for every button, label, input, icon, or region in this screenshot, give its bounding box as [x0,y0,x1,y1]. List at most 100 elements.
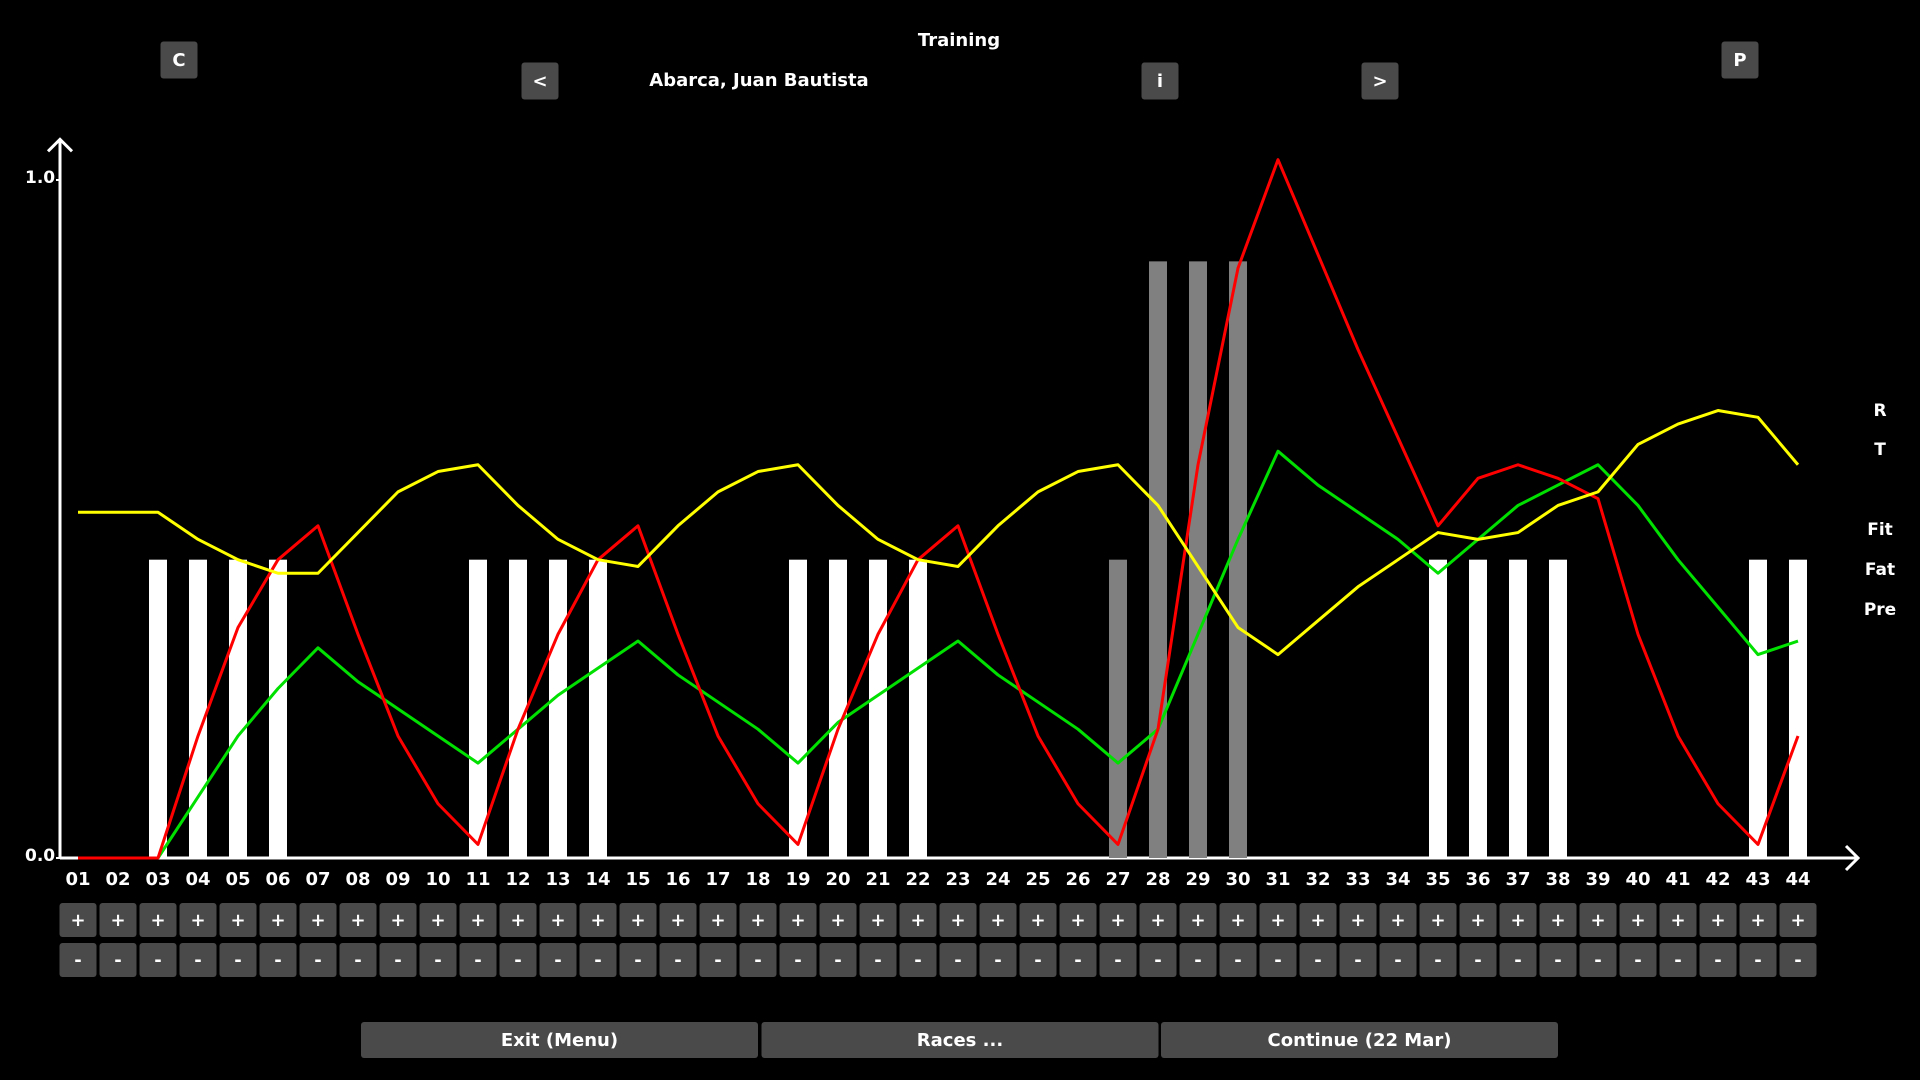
decrease-button-label[interactable]: - [274,950,281,971]
increase-button[interactable]: + [819,903,857,937]
increase-button[interactable]: + [1019,903,1057,937]
increase-button[interactable]: + [99,903,137,937]
increase-button-bg[interactable] [339,903,377,937]
increase-button-label[interactable]: + [1350,910,1365,931]
increase-button[interactable]: + [1299,903,1337,937]
increase-button-label[interactable]: + [1190,910,1205,931]
decrease-button-bg[interactable] [1779,943,1817,977]
decrease-button-label[interactable]: - [874,950,881,971]
increase-button-label[interactable]: + [550,910,565,931]
header-button-label[interactable]: C [172,50,185,71]
increase-button[interactable]: + [859,903,897,937]
increase-button[interactable]: + [1139,903,1177,937]
decrease-button[interactable]: - [259,943,297,977]
decrease-button[interactable]: - [779,943,817,977]
increase-button-label[interactable]: + [750,910,765,931]
decrease-button-label[interactable]: - [1314,950,1321,971]
increase-button-label[interactable]: + [670,910,685,931]
increase-button[interactable]: + [139,903,177,937]
decrease-button-label[interactable]: - [474,950,481,971]
decrease-button-bg[interactable] [1619,943,1657,977]
decrease-button-label[interactable]: - [1754,950,1761,971]
increase-button-bg[interactable] [219,903,257,937]
increase-button[interactable]: + [419,903,457,937]
increase-button-bg[interactable] [659,903,697,937]
header-button-bg[interactable] [521,62,559,100]
increase-button[interactable]: + [1579,903,1617,937]
decrease-button-label[interactable]: - [1674,950,1681,971]
decrease-button[interactable]: - [459,943,497,977]
increase-button-bg[interactable] [99,903,137,937]
footer-button-bg[interactable] [361,1022,758,1058]
decrease-button-label[interactable]: - [154,950,161,971]
increase-button-bg[interactable] [1539,903,1577,937]
decrease-button[interactable]: - [1699,943,1737,977]
increase-button-label[interactable]: + [870,910,885,931]
header-button-label[interactable]: < [532,71,547,92]
decrease-button-label[interactable]: - [674,950,681,971]
decrease-button-label[interactable]: - [314,950,321,971]
increase-button[interactable]: + [899,903,937,937]
header-button-bg[interactable] [1361,62,1399,100]
decrease-button[interactable]: - [1539,943,1577,977]
decrease-button[interactable]: - [619,943,657,977]
decrease-button-label[interactable]: - [114,950,121,971]
header-button[interactable]: P [1721,41,1759,79]
decrease-button-bg[interactable] [339,943,377,977]
decrease-button-label[interactable]: - [1594,950,1601,971]
increase-button-bg[interactable] [1219,903,1257,937]
increase-button-label[interactable]: + [1790,910,1805,931]
decrease-button[interactable]: - [1579,943,1617,977]
decrease-button-label[interactable]: - [834,950,841,971]
increase-button[interactable]: + [59,903,97,937]
footer-button-label[interactable]: Races ... [917,1030,1003,1051]
decrease-button-bg[interactable] [1099,943,1137,977]
footer-button-bg[interactable] [761,1022,1159,1058]
decrease-button-bg[interactable] [419,943,457,977]
increase-button-label[interactable]: + [1070,910,1085,931]
increase-button-bg[interactable] [859,903,897,937]
decrease-button-label[interactable]: - [1034,950,1041,971]
increase-button-label[interactable]: + [1630,910,1645,931]
footer-button-label[interactable]: Exit (Menu) [501,1030,618,1051]
footer-button[interactable]: Exit (Menu) [361,1022,758,1058]
increase-button-label[interactable]: + [1430,910,1445,931]
increase-button-label[interactable]: + [1550,910,1565,931]
decrease-button-bg[interactable] [259,943,297,977]
increase-button[interactable]: + [619,903,657,937]
increase-button-label[interactable]: + [910,910,925,931]
decrease-button-label[interactable]: - [594,950,601,971]
header-button[interactable]: C [160,41,198,79]
increase-button-bg[interactable] [1499,903,1537,937]
increase-button-label[interactable]: + [1390,910,1405,931]
increase-button-bg[interactable] [1299,903,1337,937]
increase-button-bg[interactable] [579,903,617,937]
decrease-button-label[interactable]: - [754,950,761,971]
increase-button[interactable]: + [379,903,417,937]
decrease-button-bg[interactable] [59,943,97,977]
increase-button-bg[interactable] [139,903,177,937]
increase-button[interactable]: + [1739,903,1777,937]
increase-button-label[interactable]: + [430,910,445,931]
decrease-button[interactable]: - [59,943,97,977]
decrease-button[interactable]: - [1659,943,1697,977]
increase-button-label[interactable]: + [350,910,365,931]
decrease-button-bg[interactable] [1579,943,1617,977]
decrease-button-bg[interactable] [1499,943,1537,977]
increase-button-bg[interactable] [539,903,577,937]
increase-button-bg[interactable] [419,903,457,937]
decrease-button-label[interactable]: - [1354,950,1361,971]
decrease-button-label[interactable]: - [714,950,721,971]
decrease-button[interactable]: - [1019,943,1057,977]
increase-button[interactable]: + [1779,903,1817,937]
increase-button-bg[interactable] [1779,903,1817,937]
decrease-button-bg[interactable] [179,943,217,977]
decrease-button-bg[interactable] [539,943,577,977]
decrease-button-bg[interactable] [1299,943,1337,977]
increase-button[interactable]: + [1499,903,1537,937]
decrease-button-label[interactable]: - [1154,950,1161,971]
increase-button-label[interactable]: + [1710,910,1725,931]
decrease-button-label[interactable]: - [1794,950,1801,971]
increase-button[interactable]: + [579,903,617,937]
increase-button[interactable]: + [539,903,577,937]
